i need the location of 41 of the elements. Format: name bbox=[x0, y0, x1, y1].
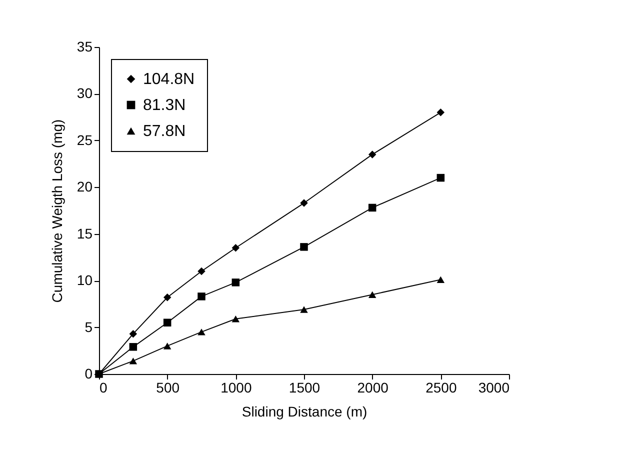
x-tick-label: 3000 bbox=[478, 380, 510, 396]
point bbox=[163, 318, 172, 326]
x-tick-label: 500 bbox=[156, 380, 180, 396]
y-tick-label: 30 bbox=[76, 85, 93, 102]
point bbox=[129, 343, 138, 351]
point bbox=[129, 330, 138, 338]
y-tick-label: 10 bbox=[76, 272, 93, 288]
point bbox=[300, 243, 308, 251]
point bbox=[232, 316, 240, 322]
point bbox=[436, 276, 445, 283]
point bbox=[300, 306, 308, 313]
legend-label: 104.8N bbox=[143, 71, 195, 88]
legend-label: 81.3N bbox=[143, 97, 186, 114]
point bbox=[436, 108, 445, 116]
y-tick-label: 25 bbox=[76, 132, 93, 148]
x-tick-label: 1000 bbox=[220, 380, 252, 396]
legend-label: 57.8N bbox=[143, 123, 186, 140]
point bbox=[232, 244, 240, 252]
point bbox=[436, 174, 445, 182]
y-tick-label: 15 bbox=[76, 225, 93, 242]
point bbox=[198, 267, 206, 276]
point bbox=[163, 294, 172, 302]
x-tick-label: 2000 bbox=[357, 380, 389, 396]
y-tick-label: 35 bbox=[76, 38, 93, 54]
point bbox=[198, 328, 206, 336]
y-axis-title: Cumulative Weigth Loss (mg) bbox=[48, 119, 65, 303]
y-tick-label: 0 bbox=[84, 366, 93, 382]
point bbox=[368, 204, 376, 212]
point bbox=[129, 358, 138, 364]
point bbox=[198, 292, 206, 300]
point bbox=[300, 199, 308, 207]
point bbox=[368, 150, 376, 158]
x-tick-label: 2500 bbox=[426, 380, 457, 396]
y-tick-label: 20 bbox=[76, 178, 93, 195]
x-tick-label: 1500 bbox=[288, 380, 320, 396]
y-tick-label: 5 bbox=[84, 318, 93, 335]
point bbox=[163, 342, 172, 350]
point bbox=[368, 291, 376, 298]
point bbox=[232, 278, 240, 286]
x-tick-label: 0 bbox=[100, 380, 108, 396]
x-axis-title: Sliding Distance (m) bbox=[242, 404, 368, 420]
